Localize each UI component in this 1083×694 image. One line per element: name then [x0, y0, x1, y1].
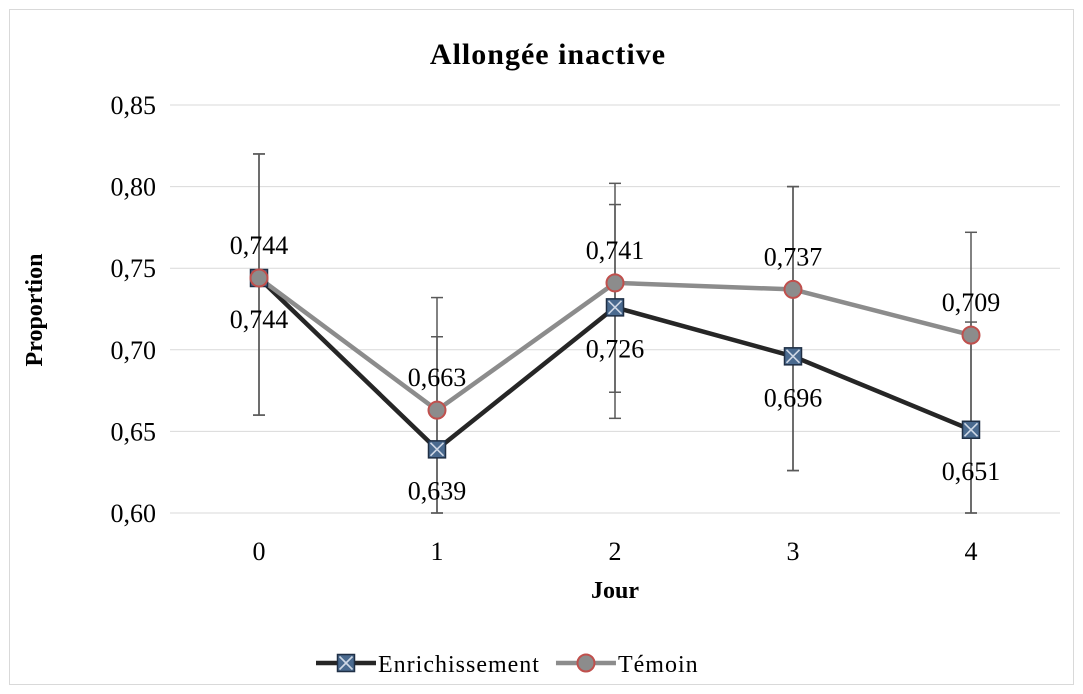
data-label: 0,696	[764, 383, 823, 412]
data-point	[427, 440, 447, 459]
legend-label: Témoin	[618, 652, 699, 678]
data-label: 0,737	[764, 242, 823, 271]
data-label: 0,741	[586, 236, 645, 265]
data-point	[336, 653, 356, 673]
x-tick-labels: 0 1 2 3 4	[253, 537, 978, 566]
data-point	[605, 298, 625, 317]
data-point	[783, 347, 803, 366]
data-point	[576, 653, 596, 673]
data-point	[961, 325, 981, 345]
x-tick-label: 3	[787, 537, 800, 566]
legend: Enrichissement Témoin	[316, 652, 699, 678]
data-label: 0,639	[408, 476, 467, 505]
data-labels: 0,744 0,639 0,726 0,696 0,651 0,744 0,663 0,741…	[230, 231, 1001, 505]
y-axis-title: Proportion	[22, 254, 48, 367]
legend-entry: Enrichissement	[316, 652, 540, 678]
y-tick-label: 0,70	[111, 336, 157, 365]
legend-label: Enrichissement	[378, 652, 540, 678]
chart-border	[9, 9, 1074, 685]
y-tick-labels: 0,60 0,65 0,70 0,75 0,80 0,85	[111, 91, 157, 528]
data-label: 0,709	[942, 288, 1001, 317]
data-label: 0,726	[586, 334, 645, 363]
x-tick-label: 2	[609, 537, 622, 566]
chart-title: Allongée inactive	[430, 38, 666, 71]
y-tick-label: 0,85	[111, 91, 157, 120]
x-tick-label: 1	[431, 537, 444, 566]
data-label: 0,744	[230, 305, 289, 334]
data-label: 0,651	[942, 457, 1001, 486]
data-point	[605, 273, 625, 293]
error-bar	[965, 231, 977, 514]
x-tick-label: 4	[965, 537, 978, 566]
data-label: 0,744	[230, 231, 289, 260]
series-markers	[249, 268, 981, 459]
data-point	[427, 400, 447, 420]
data-point	[249, 268, 269, 288]
legend-entry: Témoin	[555, 652, 699, 678]
y-tick-label: 0,60	[111, 499, 157, 528]
data-point	[783, 279, 803, 299]
x-tick-label: 0	[253, 537, 266, 566]
data-label: 0,663	[408, 363, 467, 392]
y-tick-label: 0,80	[111, 173, 157, 202]
x-axis-title: Jour	[591, 578, 639, 604]
y-tick-label: 0,75	[111, 254, 157, 283]
y-tick-label: 0,65	[111, 417, 157, 446]
data-point	[961, 420, 981, 440]
error-bar	[787, 185, 799, 472]
